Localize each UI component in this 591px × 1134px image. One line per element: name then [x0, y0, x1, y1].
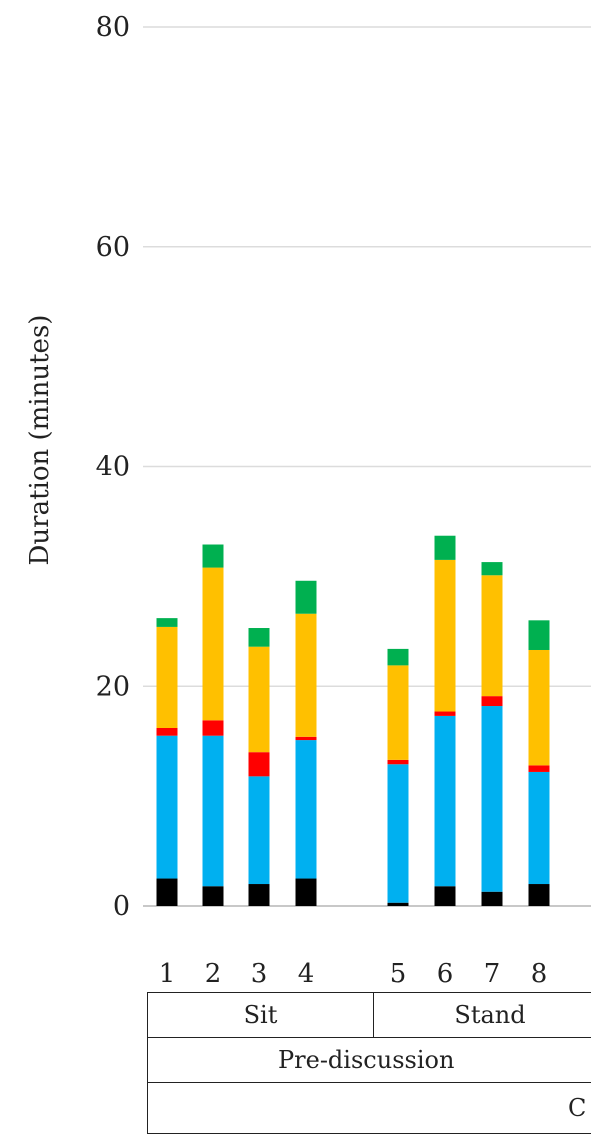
bar-segment	[529, 884, 550, 906]
category-table: Sit Stand Pre-discussion C	[147, 992, 591, 1134]
bar-segment	[529, 650, 550, 765]
x-tick-label: 3	[251, 959, 268, 989]
bar-stacks	[157, 536, 550, 906]
bar-segment	[249, 647, 270, 752]
x-tick-label: 8	[531, 959, 548, 989]
y-tick-label: 40	[96, 452, 130, 483]
bar-stack-6	[435, 536, 456, 906]
x-tick-label: 2	[205, 959, 222, 989]
bar-segment	[157, 728, 178, 736]
bar-segment	[388, 764, 409, 902]
y-tick-label: 60	[96, 232, 130, 263]
bar-stack-5	[388, 649, 409, 906]
bar-segment	[388, 760, 409, 764]
x-tick-label: 5	[390, 959, 407, 989]
bar-segment	[296, 879, 317, 906]
group-label-sit: Sit	[148, 993, 374, 1038]
bar-segment	[529, 765, 550, 772]
bar-stack-2	[203, 545, 224, 906]
bar-stack-1	[157, 618, 178, 906]
bar-segment	[203, 886, 224, 906]
group-label-c-text: C	[568, 1094, 586, 1122]
y-tick-label: 0	[113, 891, 130, 922]
section-row: C	[148, 1083, 591, 1134]
bar-segment	[296, 737, 317, 740]
bar-segment	[435, 536, 456, 560]
x-tick-label: 1	[159, 959, 176, 989]
bar-segment	[157, 627, 178, 728]
bar-segment	[157, 618, 178, 627]
y-tick-labels: 0 20 40 60 80	[96, 12, 130, 922]
bar-segment	[435, 560, 456, 712]
x-tick-label: 6	[437, 959, 454, 989]
phase-row: Pre-discussion	[148, 1038, 591, 1083]
bar-segment	[296, 614, 317, 737]
bar-segment	[157, 879, 178, 906]
bar-segment	[388, 903, 409, 906]
bar-segment	[203, 568, 224, 721]
x-tick-label: 4	[298, 959, 315, 989]
group-label-c: C	[148, 1083, 591, 1134]
bar-segment	[435, 712, 456, 716]
bar-segment	[203, 545, 224, 568]
bar-segment	[529, 620, 550, 650]
bar-segment	[249, 884, 270, 906]
bar-segment	[482, 706, 503, 892]
bar-segment	[435, 716, 456, 886]
bar-segment	[388, 665, 409, 759]
bar-segment	[482, 696, 503, 706]
bar-stack-8	[529, 620, 550, 906]
bar-segment	[435, 886, 456, 906]
x-tick-label: 7	[484, 959, 501, 989]
bar-segment	[249, 628, 270, 647]
bar-segment	[388, 649, 409, 665]
bar-stack-3	[249, 628, 270, 906]
bar-segment	[249, 776, 270, 884]
y-tick-label: 80	[96, 12, 130, 43]
bar-segment	[203, 720, 224, 735]
bar-segment	[296, 581, 317, 614]
condition-row: Sit Stand	[148, 993, 591, 1038]
bar-segment	[482, 892, 503, 906]
bar-stack-4	[296, 581, 317, 906]
bar-segment	[482, 575, 503, 696]
y-tick-label: 20	[96, 671, 130, 702]
bar-segment	[157, 736, 178, 879]
bar-segment	[203, 736, 224, 887]
y-axis-label: Duration (minutes)	[25, 315, 55, 566]
bar-segment	[249, 752, 270, 776]
bar-stack-7	[482, 562, 503, 906]
group-label-stand: Stand	[374, 993, 591, 1038]
bar-segment	[296, 740, 317, 878]
bar-segment	[529, 772, 550, 884]
bar-segment	[482, 562, 503, 575]
group-label-pre-discussion: Pre-discussion	[148, 1038, 591, 1083]
